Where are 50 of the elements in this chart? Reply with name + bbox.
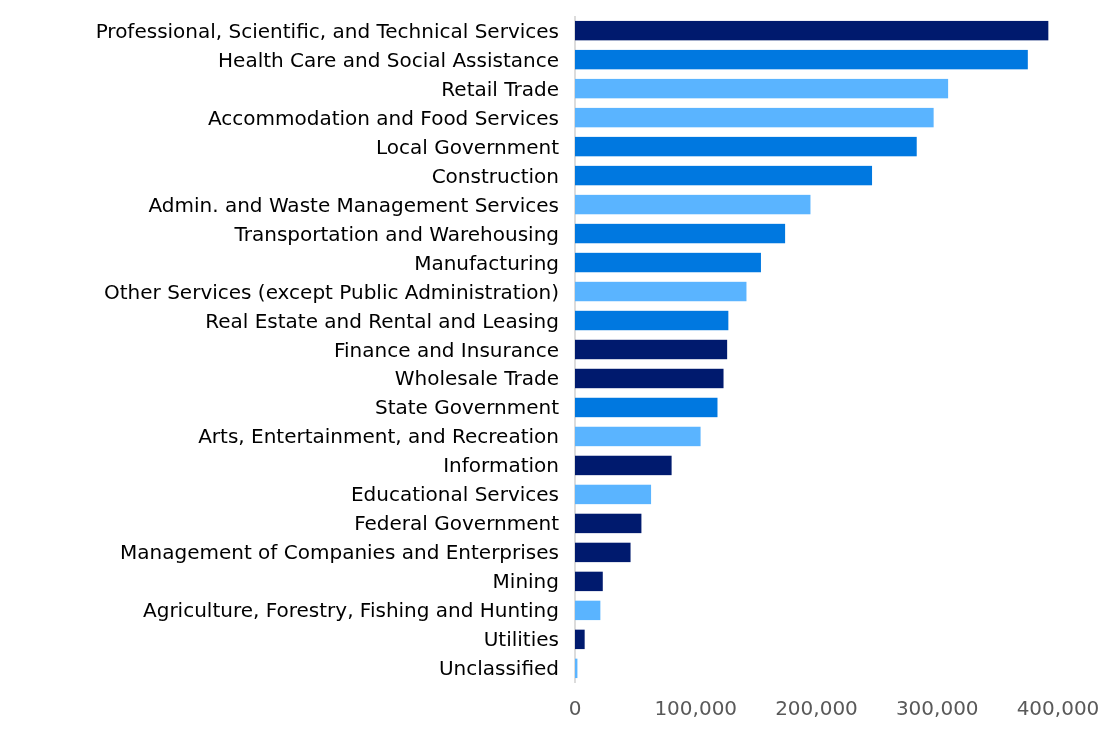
bar: [575, 368, 724, 389]
y-tick-label: Health Care and Social Assistance: [218, 47, 559, 72]
bar: [575, 20, 1049, 41]
y-tick-label: Wholesale Trade: [394, 366, 559, 391]
y-tick-label: Real Estate and Rental and Leasing: [205, 308, 559, 333]
y-tick-label: Information: [443, 453, 559, 478]
y-tick-label: Finance and Insurance: [334, 337, 559, 362]
y-tick-label: Transportation and Warehousing: [233, 221, 559, 246]
bar: [575, 339, 728, 360]
bar: [575, 455, 672, 476]
y-tick-label: State Government: [374, 395, 560, 420]
bar: [575, 426, 701, 447]
bar: [575, 194, 811, 215]
y-tick-label: Management of Companies and Enterprises: [120, 540, 559, 565]
bar: [575, 136, 917, 157]
bar: [575, 600, 601, 621]
y-tick-label: Manufacturing: [414, 250, 559, 275]
bar: [575, 78, 949, 99]
x-tick-label: 200,000: [775, 696, 858, 720]
bar: [575, 484, 652, 505]
bar: [575, 513, 642, 534]
bar: [575, 397, 718, 418]
y-tick-label: Unclassified: [438, 656, 559, 681]
bar: [575, 542, 631, 563]
y-tick-label: Professional, Scientific, and Technical Services: [95, 18, 559, 43]
y-tick-label: Local Government: [376, 134, 560, 159]
bar: [575, 281, 747, 302]
y-tick-label: Admin. and Waste Management Services: [148, 192, 559, 217]
bar: [575, 107, 934, 128]
y-tick-label: Arts, Entertainment, and Recreation: [198, 424, 559, 449]
y-tick-label: Federal Government: [354, 511, 560, 536]
x-tick-label: 300,000: [895, 696, 979, 720]
bar: [575, 223, 786, 244]
y-tick-label: Construction: [431, 163, 559, 188]
bar: [575, 310, 729, 331]
y-tick-label: Educational Services: [350, 482, 559, 507]
y-tick-label: Accommodation and Food Services: [207, 105, 559, 130]
x-tick-label: 400,000: [1016, 696, 1100, 720]
y-tick-label: Other Services (except Public Administration): [104, 279, 559, 304]
y-tick-label: Retail Trade: [441, 76, 559, 101]
y-tick-label: Mining: [492, 569, 559, 594]
x-tick-label: 0: [568, 696, 582, 720]
bar: [575, 165, 873, 186]
y-tick-label: Utilities: [483, 627, 559, 652]
bar: [575, 252, 761, 273]
bar: [575, 629, 585, 650]
y-tick-label: Agriculture, Forestry, Fishing and Hunting: [143, 598, 559, 623]
bar: [575, 571, 603, 592]
bar: [575, 49, 1028, 70]
x-tick-label: 100,000: [654, 696, 738, 720]
